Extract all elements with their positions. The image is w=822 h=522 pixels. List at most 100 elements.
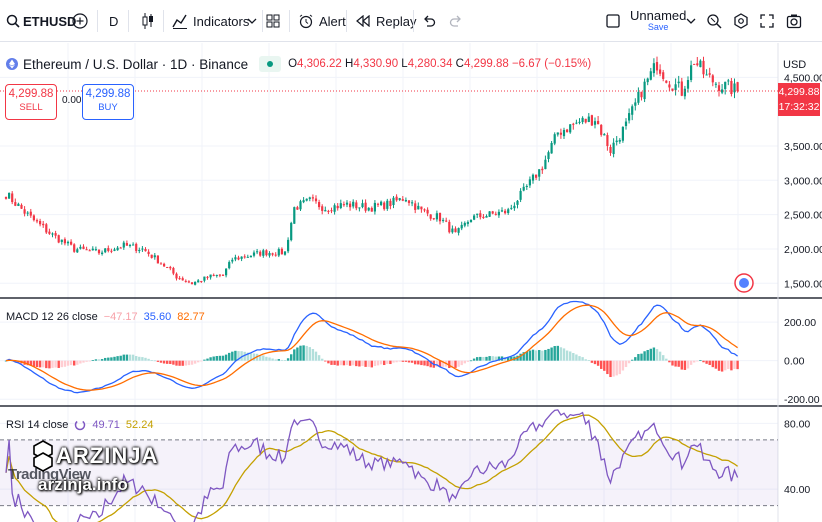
last-price: 4,299.88 (778, 86, 820, 99)
macd-histogram-bar (559, 347, 563, 361)
candle-body (225, 268, 228, 276)
macd-histogram-bar (135, 356, 138, 361)
redo-icon (449, 15, 461, 27)
candle-body (417, 205, 420, 210)
macd-histogram-bar (389, 360, 392, 365)
candle-body (606, 135, 609, 147)
macd-axis-label: 0.00 (784, 356, 805, 368)
candle-body (482, 216, 485, 218)
macd-histogram-bar (435, 360, 439, 367)
candle-body (547, 152, 550, 160)
macd-histogram-bar (333, 360, 336, 365)
candle-body (32, 215, 35, 221)
settings-button[interactable] (733, 0, 749, 42)
candle-body (119, 247, 122, 249)
search-icon (6, 14, 20, 28)
replay-button[interactable]: Replay (355, 0, 416, 42)
layout-name[interactable]: Unnamed Save (630, 0, 686, 42)
macd-histogram-bar (172, 360, 175, 365)
price-axis-label: 3,500.00 (784, 141, 822, 153)
compare-button[interactable] (72, 0, 88, 42)
macd-histogram-bar (553, 346, 556, 361)
candle-body (79, 246, 82, 249)
macd-histogram-bar (631, 359, 634, 361)
macd-histogram-bar (131, 354, 135, 361)
candle-body (677, 81, 680, 84)
macd-histogram-bar (417, 360, 420, 365)
layout-grid-button[interactable] (266, 0, 280, 42)
candle-body (147, 251, 150, 255)
indicator-templates-button[interactable] (247, 0, 257, 42)
interval-button[interactable]: D (109, 0, 118, 42)
candle-body (581, 117, 584, 123)
candle-body (218, 274, 221, 276)
macd-histogram-bar (621, 360, 625, 371)
candle-body (404, 199, 407, 202)
chevron-down-icon (247, 18, 257, 24)
alert-button[interactable]: Alert (298, 0, 346, 42)
candle-body (135, 243, 138, 251)
candle-body (615, 140, 618, 143)
candle-body (569, 124, 572, 133)
macd-histogram-bar (407, 360, 411, 363)
alert-label: Alert (319, 13, 346, 29)
candle-body (352, 201, 355, 207)
quick-search-button[interactable] (706, 0, 722, 42)
macd-histogram-bar (578, 356, 581, 361)
candle-body (94, 249, 97, 251)
macd-histogram-bar (85, 360, 88, 362)
macd-histogram-bar (379, 360, 383, 365)
macd-histogram-bar (658, 351, 662, 361)
macd-histogram-bar (668, 360, 671, 363)
macd-histogram-bar (197, 360, 200, 363)
candle-body (48, 231, 51, 234)
macd-histogram-bar (727, 360, 730, 370)
macd-histogram-bar (671, 360, 674, 366)
candle-body (389, 200, 392, 207)
candle-body (144, 249, 147, 252)
macd-histogram-bar (88, 360, 91, 362)
macd-histogram-bar (587, 360, 590, 361)
layout-menu-button[interactable] (686, 0, 696, 42)
macd-histogram-bar (252, 353, 256, 361)
macd-histogram-bar (94, 359, 98, 361)
indicators-button[interactable]: Indicators (172, 0, 249, 42)
buy-button[interactable]: 4,299.88 BUY (82, 84, 134, 120)
undo-button[interactable] (422, 0, 436, 42)
snapshot-button[interactable] (786, 0, 802, 42)
macd-histogram-bar (358, 360, 361, 367)
macd-histogram-bar (342, 360, 346, 366)
macd-histogram-bar (649, 348, 652, 361)
macd-histogram-bar (224, 354, 228, 361)
macd-histogram-bar (228, 352, 231, 361)
symbol-legend: Ethereum / U.S. Dollar · 1D · Binance O4… (6, 56, 591, 72)
candles-icon (142, 13, 153, 29)
chart-area[interactable]: 4,500.00 3,500.00 3,000.00 2,500.00 2,000.00… (0, 43, 822, 522)
candle-body (358, 207, 361, 209)
macd-histogram-bar (522, 352, 525, 361)
macd-histogram-bar (302, 345, 305, 361)
chart-type-button[interactable] (141, 0, 155, 42)
redo-button[interactable] (449, 0, 463, 42)
buy-label: BUY (98, 102, 118, 113)
macd-histogram-bar (386, 360, 389, 364)
candle-body (438, 212, 442, 222)
sell-button[interactable]: 4,299.88 SELL (5, 84, 57, 120)
candle-body (197, 280, 200, 283)
candle-body (566, 129, 569, 133)
macd-histogram-bar (150, 360, 153, 361)
currency-label[interactable]: USD (783, 59, 807, 71)
fullscreen-button[interactable] (760, 0, 774, 42)
replay-label: Replay (376, 13, 417, 29)
macd-histogram-bar (355, 360, 358, 367)
candle-body (54, 233, 57, 236)
candle-body (181, 278, 184, 281)
chart-svg[interactable]: 4,500.00 3,500.00 3,000.00 2,500.00 2,000.00… (0, 43, 822, 522)
symbol-search[interactable]: ETHUSD (6, 0, 76, 42)
macd-histogram-bar (51, 360, 54, 368)
candle-body (665, 80, 668, 83)
macd-histogram-bar (169, 360, 172, 364)
candle-body (206, 276, 209, 278)
candle-body (246, 256, 249, 258)
save-layout-toggle[interactable] (606, 0, 620, 42)
